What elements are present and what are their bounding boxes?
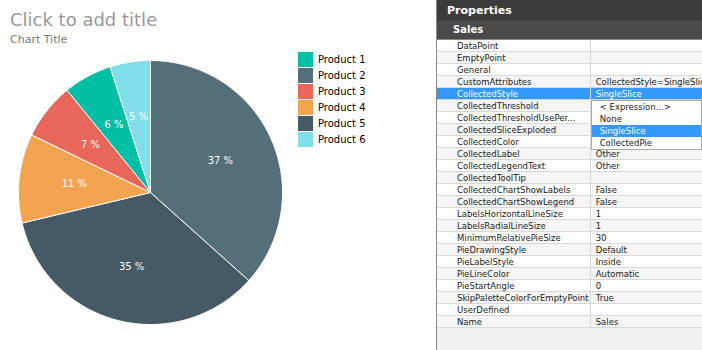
html-text:UserDefined: UserDefined bbox=[457, 305, 510, 315]
svg-text:35 %: 35 % bbox=[119, 261, 144, 272]
html-text:MinimumRelativePieSize: MinimumRelativePieSize bbox=[457, 233, 561, 243]
html-text:CollectedThreshold: CollectedThreshold bbox=[457, 101, 539, 111]
html-text:30: 30 bbox=[595, 233, 607, 243]
html-text:Click to add title: Click to add title bbox=[10, 9, 158, 30]
html-text:SkipPaletteColorForEmptyPoint: SkipPaletteColorForEmptyPoint bbox=[457, 293, 589, 303]
html-text:PieStartAngle: PieStartAngle bbox=[457, 281, 515, 291]
html-text:CollectedSliceExploded: CollectedSliceExploded bbox=[457, 125, 557, 135]
html-text:Other: Other bbox=[595, 149, 620, 159]
html-text:CollectedChartShowLegend: CollectedChartShowLegend bbox=[457, 197, 575, 207]
svg-text:37 %: 37 % bbox=[208, 155, 233, 166]
html-text:False: False bbox=[595, 185, 617, 195]
html-text:< Expression...>: < Expression...> bbox=[599, 102, 671, 112]
html-text:LabelsRadialLineSize: LabelsRadialLineSize bbox=[457, 221, 546, 231]
svg-text:6 %: 6 % bbox=[104, 119, 123, 130]
html-text:Chart Title: Chart Title bbox=[10, 33, 68, 46]
html-text:CollectedColor: CollectedColor bbox=[457, 137, 519, 147]
html-text:True: True bbox=[595, 293, 614, 303]
html-text:General: General bbox=[457, 65, 491, 75]
svg-text:7 %: 7 % bbox=[81, 139, 100, 150]
html-text:SingleSlice: SingleSlice bbox=[595, 89, 642, 99]
html-text:Properties: Properties bbox=[447, 4, 512, 17]
html-text:CollectedToolTip: CollectedToolTip bbox=[457, 173, 526, 183]
html-text:Product 6: Product 6 bbox=[318, 134, 366, 145]
html-text:CollectedPie: CollectedPie bbox=[599, 138, 652, 148]
html-text:False: False bbox=[595, 197, 617, 207]
html-text:Sales: Sales bbox=[595, 317, 619, 327]
html-text:Inside: Inside bbox=[595, 257, 621, 267]
html-text:0: 0 bbox=[595, 281, 602, 291]
svg-text:11 %: 11 % bbox=[62, 178, 87, 189]
html-text:Product 4: Product 4 bbox=[318, 102, 366, 113]
html-text:PieLabelStyle: PieLabelStyle bbox=[457, 257, 514, 267]
html-text:Default: Default bbox=[595, 245, 627, 255]
html-text:SingleSlice: SingleSlice bbox=[599, 126, 646, 136]
html-text:CollectedLegendText: CollectedLegendText bbox=[457, 161, 546, 171]
html-text:None: None bbox=[599, 114, 622, 124]
html-text:1: 1 bbox=[595, 221, 602, 231]
html-text:LabelsHorizontalLineSize: LabelsHorizontalLineSize bbox=[457, 209, 563, 219]
html-text:CollectedChartShowLabels: CollectedChartShowLabels bbox=[457, 185, 571, 195]
html-text:1: 1 bbox=[595, 209, 602, 219]
html-text:EmptyPoint: EmptyPoint bbox=[457, 53, 506, 63]
html-text:PieDrawingStyle: PieDrawingStyle bbox=[457, 245, 527, 255]
html-text:Product 2: Product 2 bbox=[318, 70, 366, 81]
html-text:Product 1: Product 1 bbox=[318, 54, 366, 65]
html-text:CollectedThresholdUsePer...: CollectedThresholdUsePer... bbox=[457, 113, 576, 123]
html-text:PieLineColor: PieLineColor bbox=[457, 269, 510, 279]
html-text:CustomAttributes: CustomAttributes bbox=[457, 77, 532, 87]
html-text:Automatic: Automatic bbox=[595, 269, 640, 279]
html-text:Product 5: Product 5 bbox=[318, 118, 366, 129]
html-text:Product 3: Product 3 bbox=[318, 86, 366, 97]
html-text:CollectedLabel: CollectedLabel bbox=[457, 149, 520, 159]
html-text:CollectedStyle: CollectedStyle bbox=[457, 89, 519, 99]
html-text:Sales: Sales bbox=[453, 24, 484, 35]
svg-text:5 %: 5 % bbox=[129, 111, 148, 122]
html-text:Name: Name bbox=[457, 317, 483, 327]
html-text:Other: Other bbox=[595, 161, 620, 171]
html-text:DataPoint: DataPoint bbox=[457, 41, 499, 51]
